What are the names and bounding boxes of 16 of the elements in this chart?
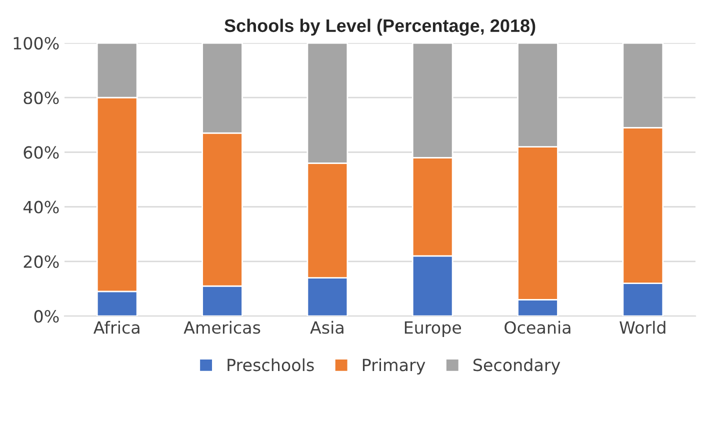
y-tick-label: 40%: [23, 200, 59, 214]
x-tick-label: Africa: [93, 320, 140, 334]
y-tick-label: 60%: [24, 146, 59, 159]
y-tick-label: 0%: [34, 310, 59, 323]
x-tick-label: World: [620, 320, 666, 334]
x-tick-label: Oceania: [504, 320, 570, 334]
chart-title: Schools by Level (Percentage, 2018): [224, 18, 536, 36]
legend-label: Preschools: [228, 358, 314, 372]
y-tick-label: 100%: [14, 36, 59, 50]
x-tick-label: Asia: [310, 320, 344, 334]
legend-label: Secondary: [473, 358, 560, 374]
y-tick-label: 20%: [24, 255, 59, 268]
x-tick-label: Europe: [404, 321, 461, 338]
y-tick-label: 80%: [24, 92, 59, 104]
x-tick-label: Americas: [184, 320, 260, 334]
legend-label: Primary: [362, 358, 426, 374]
